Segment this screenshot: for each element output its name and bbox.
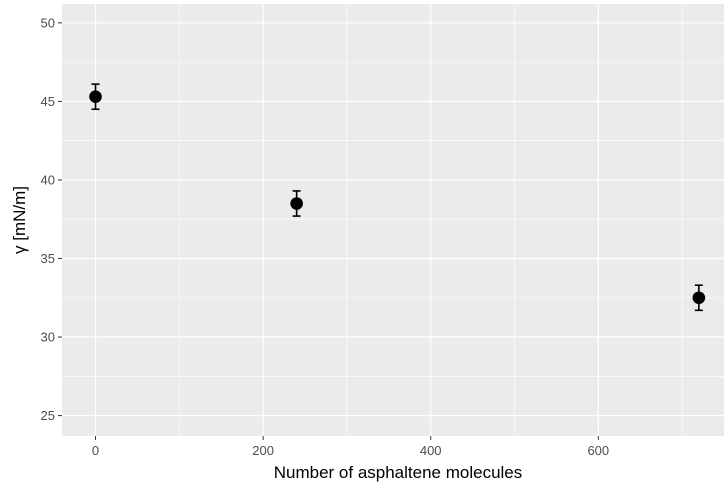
x-tick-label: 600 bbox=[587, 443, 609, 458]
y-tick-label: 50 bbox=[41, 15, 55, 30]
data-marks bbox=[89, 83, 706, 312]
x-tick-label: 400 bbox=[420, 443, 442, 458]
major-grid bbox=[62, 4, 724, 436]
x-tick-label: 0 bbox=[92, 443, 99, 458]
plot-panel bbox=[62, 4, 724, 436]
axis-ticks bbox=[58, 22, 599, 440]
y-tick-label: 35 bbox=[41, 251, 55, 266]
tick-labels: 0 200 400 600 25 30 35 40 45 50 bbox=[41, 15, 610, 458]
x-axis-title: Number of asphaltene molecules bbox=[274, 463, 523, 482]
minor-grid bbox=[62, 4, 724, 436]
data-point bbox=[89, 90, 102, 103]
y-axis-title: γ [mN/m] bbox=[10, 186, 29, 254]
data-point bbox=[692, 291, 706, 305]
y-tick-label: 25 bbox=[41, 408, 55, 423]
y-tick-label: 45 bbox=[41, 94, 55, 109]
data-point bbox=[290, 197, 303, 210]
x-tick-label: 200 bbox=[252, 443, 274, 458]
y-tick-label: 30 bbox=[41, 330, 55, 345]
y-tick-label: 40 bbox=[41, 172, 55, 187]
